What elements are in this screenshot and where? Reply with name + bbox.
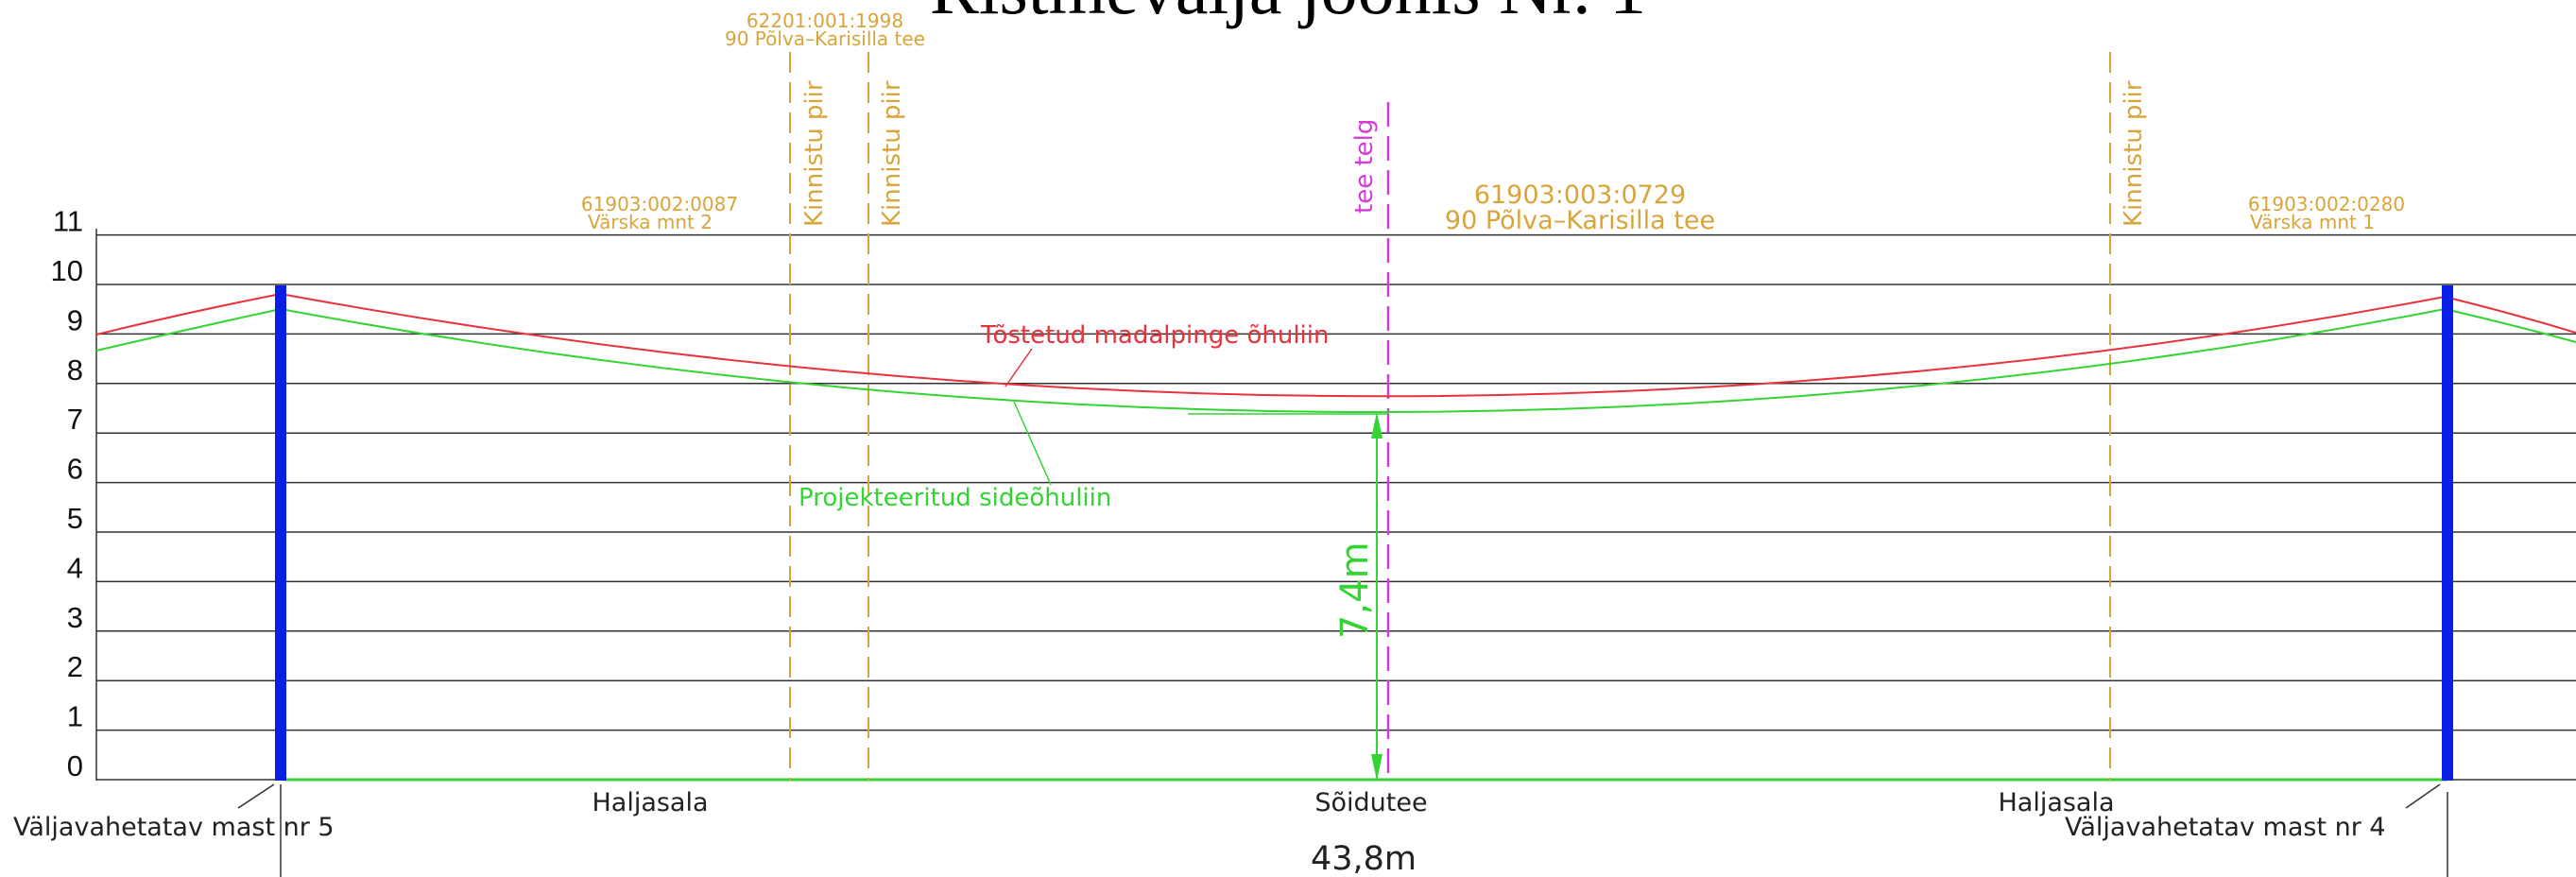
drawing-title: Ristmevalja joonis Nr. 1 — [930, 0, 1646, 29]
power-line-right-span — [2445, 297, 2576, 333]
power-line-leader — [1005, 349, 1032, 387]
boundary-label-3: Kinnistu piir — [2120, 80, 2148, 227]
road-axis-label: tee telg — [1350, 119, 1379, 214]
comm-line-label: Projekteeritud sideõhuliin — [799, 484, 1111, 512]
y-tick-label-0: 0 — [67, 749, 83, 782]
y-tick-label-9: 9 — [67, 303, 83, 336]
y-tick-label-11: 11 — [53, 205, 83, 238]
y-tick-label-4: 4 — [67, 551, 83, 584]
y-tick-label-2: 2 — [67, 650, 83, 683]
height-grid — [96, 235, 2576, 780]
clearance-arrow-bottom — [1371, 754, 1382, 781]
power-line-main-span — [281, 294, 2445, 396]
y-tick-label-1: 1 — [67, 700, 83, 733]
power-line-label: Tõstetud madalpinge õhuliin — [980, 321, 1329, 350]
clearance-label: 7,4m — [1333, 542, 1377, 639]
boundary-label-1: Kinnistu piir — [800, 80, 829, 227]
ground-label-middle: Sõidutee — [1314, 788, 1427, 817]
ground-label-right: Haljasala — [1998, 788, 2114, 817]
comm-line-left-span — [96, 309, 281, 351]
height-axis-labels: 0 1 2 3 4 5 6 7 8 9 10 11 — [51, 205, 83, 782]
y-tick-label-3: 3 — [67, 601, 83, 634]
y-tick-label-10: 10 — [51, 254, 83, 287]
parcel-left-name: Värska mnt 2 — [588, 211, 713, 233]
mast-left-label: Väljavahetatav mast nr 5 — [13, 813, 335, 842]
boundary-label-2: Kinnistu piir — [878, 80, 906, 227]
parcel-right-name: Värska mnt 1 — [2250, 211, 2375, 233]
y-tick-label-6: 6 — [67, 453, 83, 486]
mast-right-leader — [2406, 784, 2440, 808]
y-tick-label-8: 8 — [67, 353, 83, 387]
comm-line-leader — [1014, 402, 1051, 485]
span-length-label: 43,8m — [1311, 840, 1417, 877]
y-tick-label-5: 5 — [67, 502, 83, 535]
mast-left-leader — [238, 784, 274, 808]
y-tick-label-7: 7 — [67, 403, 83, 436]
parcel-center-name: 90 Põlva–Karisilla tee — [1445, 206, 1715, 235]
parcel-top-name: 90 Põlva–Karisilla tee — [725, 27, 925, 50]
ground-label-left: Haljasala — [592, 788, 708, 817]
clearance-arrow-top — [1371, 412, 1382, 438]
